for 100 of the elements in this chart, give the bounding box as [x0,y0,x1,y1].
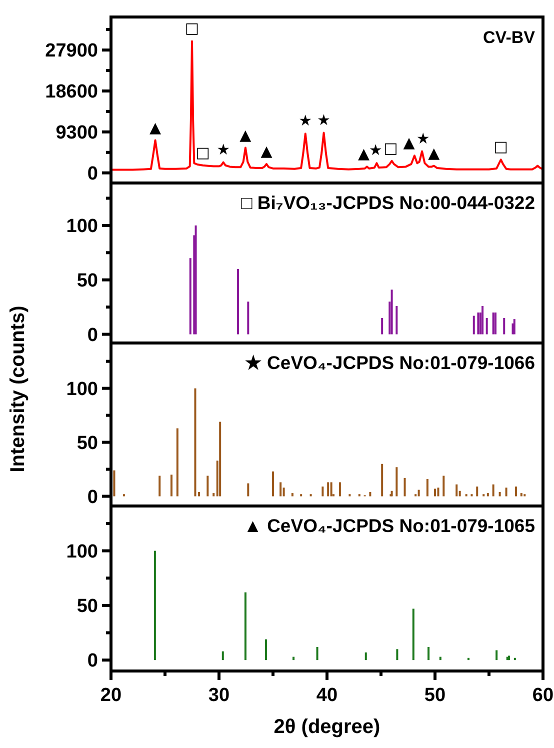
bar [198,492,200,496]
annotation: ▲ [358,144,370,163]
bar [396,306,398,334]
annotation: ★ [368,141,382,160]
annotation: ★ [298,112,312,130]
annotation: ★ [317,110,330,129]
bar [264,639,267,660]
bar [154,550,156,660]
bar [426,479,428,496]
bar [456,484,458,496]
bar [381,464,384,496]
y-tick-label: 0 [87,324,98,346]
y-tick-label: 0 [87,164,98,185]
x-tick-label: 60 [532,685,554,706]
text: ★ CeVO₄-JCPDS No:01-079-1066 [244,352,535,373]
text: ▲ CeVO₄-JCPDS No:01-079-1065 [244,515,535,536]
bar [486,318,488,334]
bar [520,493,522,496]
bar [390,490,393,496]
bar [272,471,274,496]
bar [513,319,516,334]
bar [327,482,330,496]
bar [176,428,178,496]
bar [439,656,442,660]
bar [158,476,161,496]
bar [404,478,406,496]
bar [338,482,341,496]
y-tick-label: 50 [76,270,98,292]
bar [194,225,197,334]
bar [219,422,222,496]
bar [442,476,445,496]
bar [476,486,478,496]
bar [503,318,506,334]
bar [472,316,475,334]
bar [316,646,318,660]
bar [369,492,372,496]
annotation: ★ [216,140,230,158]
bar [292,656,295,660]
y-tick-label: 0 [87,650,98,672]
bar [237,268,240,334]
bar [428,646,430,660]
y-tick-label: 100 [66,541,98,562]
x-tick-label: 50 [424,685,446,706]
bar [170,474,172,496]
bar [212,493,215,496]
y-tick-label: 27900 [45,40,98,62]
x-axis-title: 2θ (degree) [274,716,380,738]
bar [494,312,496,334]
bar [477,312,480,334]
y-axis-title: Intensity (counts) [7,306,29,472]
bar [492,484,494,496]
bar [291,493,294,496]
annotation: ▲ [150,118,162,136]
annotation: ▲ [403,134,416,152]
y-tick-label: 100 [66,216,98,238]
bar [434,488,436,496]
bar [222,651,224,660]
annotation: □ [184,19,200,38]
x-tick-label: 20 [100,685,122,706]
annotation: ★ [416,129,430,148]
bar [113,470,116,496]
x-tick-label: 30 [208,685,230,706]
y-tick-label: 9300 [56,122,98,144]
y-tick-label: 50 [76,432,98,454]
bar [514,658,516,660]
bar [492,312,494,334]
annotation: ▲ [260,142,273,160]
bar [505,488,508,496]
bar [364,652,367,660]
y-tick-label: 100 [66,378,98,400]
bar [206,476,209,496]
text: CV-BV [483,28,536,47]
bar [418,490,420,496]
y-tick-label: 18600 [45,82,98,103]
bar [467,658,470,660]
annotation: □ [494,138,508,156]
bar [381,318,384,334]
bar [396,467,398,496]
bar [247,483,250,496]
annotation: □ [196,143,210,162]
bar [390,290,393,334]
text: □ Bi₇VO₁₃-JCPDS No:00-044-0322 [241,192,535,213]
annotation: ▲ [240,126,252,144]
bar [330,482,332,496]
bar [496,650,498,660]
y-tick-label: 50 [76,596,98,618]
bar [280,482,282,496]
bar [194,388,196,496]
bar [515,486,517,496]
y-tick-label: 0 [87,486,98,508]
bar [396,649,398,660]
bar [437,488,440,496]
bar [482,306,484,334]
bar [322,486,324,496]
annotation: ▲ [428,144,440,162]
bar [244,592,246,660]
bar [498,492,501,496]
bar [412,608,414,660]
bar [247,302,250,334]
x-tick-label: 40 [316,685,338,706]
